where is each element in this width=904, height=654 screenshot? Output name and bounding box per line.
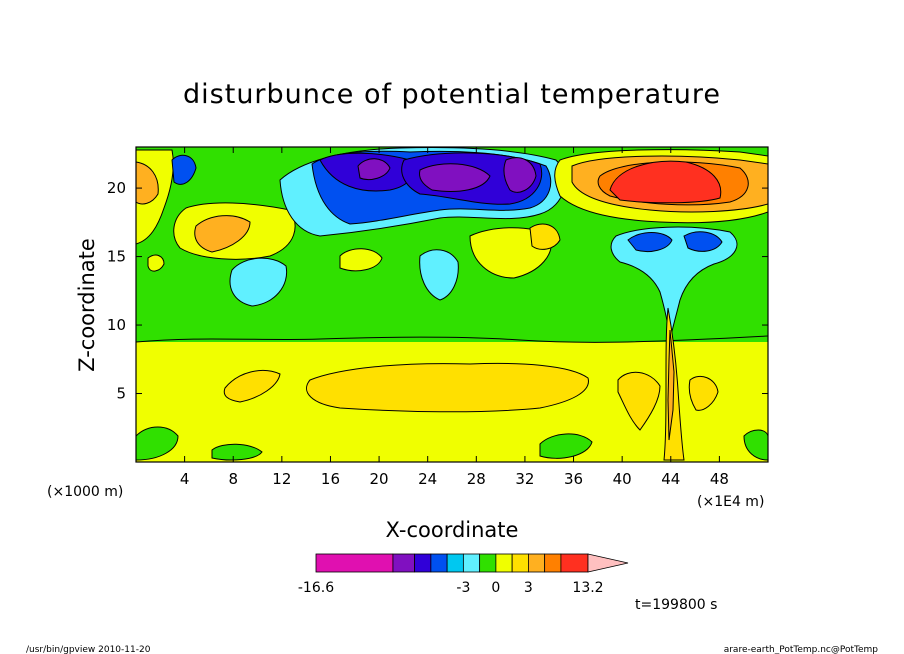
chart-title: disturbunce of potential temperature <box>183 79 721 110</box>
cell-cyan-1 <box>229 257 288 307</box>
plot-area <box>136 147 768 462</box>
cell-blue-plume2 <box>683 231 723 252</box>
x-unit-left: (×1000 m) <box>47 484 123 500</box>
convective-core-inner <box>667 329 675 441</box>
time-label: t=199800 s <box>635 597 717 613</box>
band-boundary <box>136 335 768 343</box>
colorbar-segment <box>430 553 448 573</box>
x-tick-label: 32 <box>515 470 534 488</box>
colorbar-segment <box>315 553 394 573</box>
x-tick-label: 16 <box>321 470 340 488</box>
colorbar-min-label: -16.6 <box>298 580 334 596</box>
contour-orange-right2 <box>688 376 719 411</box>
patch-green-bl <box>136 426 179 461</box>
x-tick-label: 44 <box>661 470 680 488</box>
cell-red-ur <box>609 160 722 204</box>
colorbar-segment <box>392 553 416 573</box>
cell-yellow-mid3 <box>529 223 561 250</box>
colorbar-segment <box>414 553 432 573</box>
colorbar-segment <box>446 553 464 573</box>
cell-blue-plume1 <box>627 232 673 253</box>
x-tick-label: 40 <box>613 470 632 488</box>
cell-orange-ul2 <box>194 215 251 253</box>
cell-purple-3 <box>503 157 537 193</box>
cell-purple-2 <box>419 163 491 192</box>
x-tick-label: 24 <box>418 470 437 488</box>
x-tick-label: 36 <box>564 470 583 488</box>
colorbar-max-label: 13.2 <box>572 580 603 596</box>
x-tick-label: 12 <box>272 470 291 488</box>
x-tick-label: 20 <box>370 470 389 488</box>
patch-green-b3 <box>743 429 768 461</box>
x-tick-label: 28 <box>467 470 486 488</box>
x-ticks: 4 8 12 16 20 24 28 32 36 40 44 48 <box>180 147 729 488</box>
colorbar-segment <box>462 553 481 573</box>
contour-orange-low <box>306 362 589 413</box>
x-tick-label: 4 <box>180 470 190 488</box>
colorbar-label: 0 <box>491 580 500 596</box>
colorbar-arrow <box>587 553 629 573</box>
x-tick-label: 8 <box>228 470 238 488</box>
colorbar-segment <box>560 553 589 573</box>
patch-green-b2 <box>539 433 593 459</box>
colorbar: -16.6 13.2 -3 0 3 <box>298 553 629 596</box>
plot-frame <box>135 146 769 463</box>
y-tick-label: 20 <box>107 179 126 197</box>
footer-right: arare-earth_PotTemp.nc@PotTemp <box>724 645 879 654</box>
y-tick-label: 15 <box>107 248 126 266</box>
x-unit-right: (×1E4 m) <box>697 494 764 510</box>
footer-left: /usr/bin/gpview 2010-11-20 <box>26 645 151 654</box>
contour-orange-right <box>617 371 661 431</box>
colorbar-segment <box>511 553 529 573</box>
colorbar-segment <box>479 553 497 573</box>
cell-yellow-ul3 <box>147 254 165 272</box>
cell-yellow-mid1 <box>339 248 383 272</box>
colorbar-label: -3 <box>456 580 470 596</box>
patch-green-b1 <box>211 443 263 461</box>
cell-cyan-plume <box>610 226 738 341</box>
cell-cyan-2 <box>419 249 459 301</box>
x-tick-label: 48 <box>710 470 729 488</box>
colorbar-segment <box>495 553 513 573</box>
cell-orange-ul1 <box>136 161 159 205</box>
y-ticks: 5 10 15 20 <box>107 179 768 403</box>
cell-navy-left <box>171 154 197 185</box>
contour-orange-left <box>223 370 281 403</box>
y-tick-label: 5 <box>116 385 126 403</box>
colorbar-label: 3 <box>524 580 533 596</box>
y-tick-label: 10 <box>107 316 126 334</box>
colorbar-segment <box>544 553 562 573</box>
cell-purple-1 <box>357 158 391 181</box>
x-axis-label: X-coordinate <box>386 518 519 542</box>
y-axis-label: Z-coordinate <box>75 238 99 372</box>
colorbar-segment <box>527 553 546 573</box>
